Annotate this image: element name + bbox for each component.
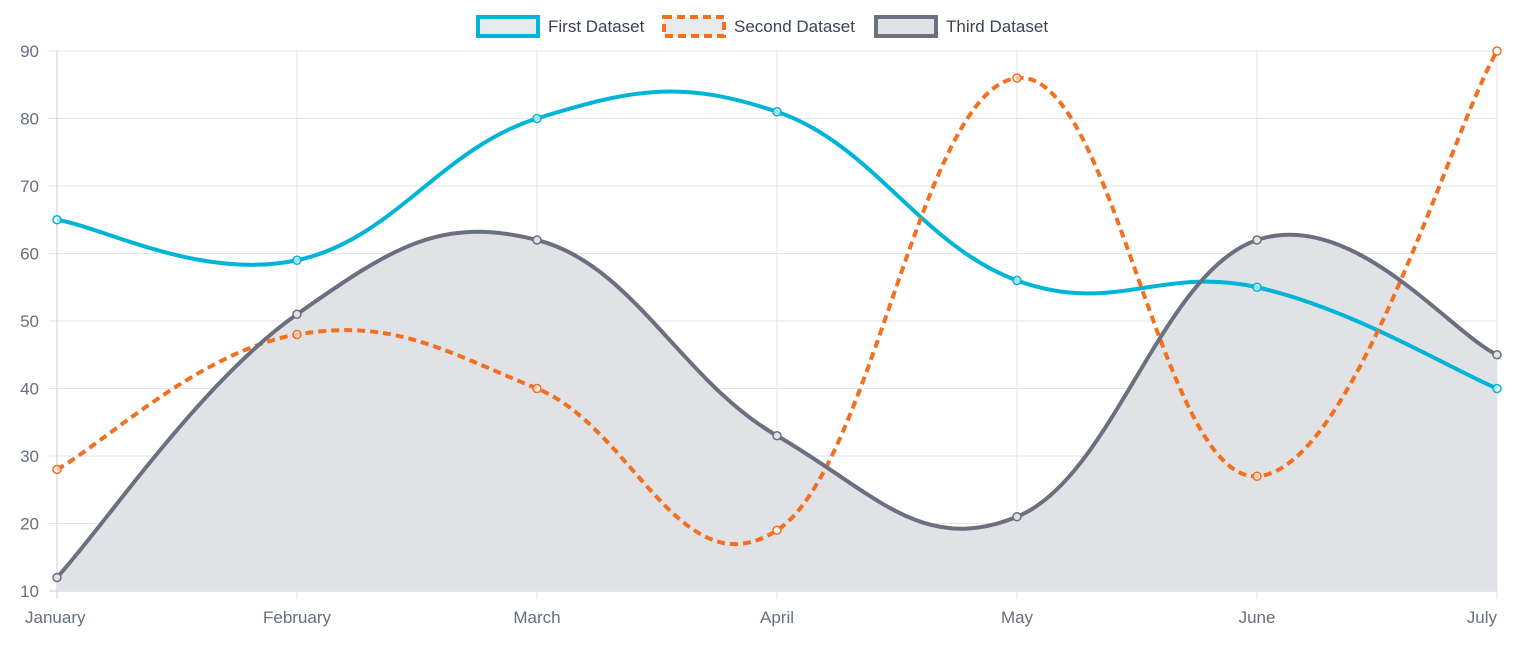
legend-swatch-1[interactable] (476, 15, 540, 38)
x-tick-label: February (263, 608, 332, 627)
series-1-point[interactable] (532, 113, 542, 124)
y-tick-label: 50 (20, 312, 39, 331)
series-2-point[interactable] (1012, 73, 1022, 83)
legend-swatch-3[interactable] (874, 15, 938, 38)
x-tick-label: June (1239, 608, 1276, 627)
area-fills (57, 231, 1497, 591)
y-tick-label: 30 (20, 447, 39, 466)
series-1-point[interactable] (52, 215, 62, 225)
series-2-point[interactable] (292, 329, 302, 340)
y-tick-label: 20 (20, 515, 39, 534)
series-1-point[interactable] (1492, 383, 1502, 394)
series-2-point[interactable] (52, 464, 62, 475)
legend-label-1[interactable]: First Dataset (548, 17, 645, 36)
series-2-point[interactable] (772, 525, 782, 535)
series-1-point[interactable] (292, 255, 302, 265)
y-tick-label: 70 (20, 177, 39, 196)
y-tick-label: 80 (20, 110, 39, 129)
legend-label-2[interactable]: Second Dataset (734, 17, 855, 36)
x-tick-label: March (513, 608, 560, 627)
y-tick-label: 90 (20, 42, 39, 61)
series-1-point[interactable] (1252, 282, 1262, 292)
series-2-point[interactable] (532, 383, 542, 394)
x-tick-label: May (1001, 608, 1034, 627)
x-tick-label: July (1467, 608, 1498, 627)
series-1-point[interactable] (1012, 275, 1022, 286)
series-3-point[interactable] (1012, 512, 1022, 522)
series-3-point[interactable] (1492, 350, 1502, 360)
legend: First Dataset Second Dataset Third Dataset (476, 15, 1048, 38)
series-1-point[interactable] (772, 107, 782, 117)
y-tick-label: 40 (20, 380, 39, 399)
y-tick-label: 10 (20, 582, 39, 601)
x-tick-label: January (25, 608, 86, 627)
series-2-line (56, 50, 1499, 547)
series-points (52, 46, 1502, 583)
series-3-area (57, 231, 1497, 591)
series-2-point[interactable] (1252, 471, 1262, 481)
series-3-point[interactable] (1252, 235, 1262, 245)
legend-swatch-2[interactable] (662, 15, 726, 38)
series-3-point[interactable] (52, 572, 62, 583)
series-3-point[interactable] (532, 235, 542, 245)
axis-labels: 10 20 30 40 50 60 70 80 90 January February March Ap… (20, 42, 1497, 627)
series-3-point[interactable] (292, 309, 302, 319)
series-2-point[interactable] (1492, 46, 1502, 56)
legend-label-3[interactable]: Third Dataset (946, 17, 1048, 36)
y-tick-label: 60 (20, 245, 39, 264)
series-3-point[interactable] (772, 431, 782, 441)
x-tick-label: April (760, 608, 794, 627)
